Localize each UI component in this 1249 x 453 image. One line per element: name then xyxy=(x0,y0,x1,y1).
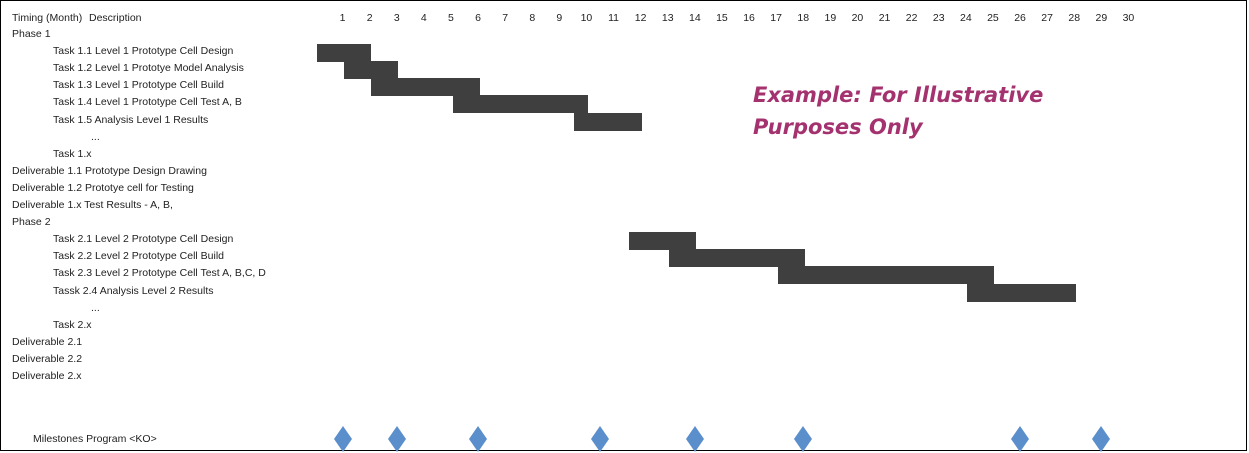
milestone-diamond xyxy=(1011,426,1030,452)
month-tick-label: 1 xyxy=(339,12,346,24)
header-timing-label: Timing (Month) xyxy=(12,12,83,24)
note-line-2: Purposes Only xyxy=(753,115,923,139)
row-label: ... xyxy=(91,130,100,143)
month-tick-label: 13 xyxy=(661,12,674,24)
row-label: Deliverable 2.x xyxy=(12,370,82,382)
row-label: Task 2.x xyxy=(53,318,92,331)
month-tick-label: 30 xyxy=(1122,12,1135,24)
row-label: Deliverable 1.x Test Results - A, B, xyxy=(12,199,173,211)
month-tick-label: 14 xyxy=(689,12,701,24)
month-tick-label: 3 xyxy=(393,12,400,24)
row-label: Phase 1 xyxy=(12,28,51,40)
month-tick-label: 17 xyxy=(770,12,782,24)
month-tick-label: 25 xyxy=(987,12,999,24)
month-tick-label: 26 xyxy=(1014,12,1026,24)
month-tick-label: 27 xyxy=(1041,12,1053,24)
month-tick-label: 11 xyxy=(608,12,619,24)
row-label: ... xyxy=(91,301,100,314)
month-tick-label: 4 xyxy=(420,12,427,24)
milestone-diamond xyxy=(333,426,352,452)
month-tick-label: 29 xyxy=(1095,12,1108,24)
milestone-diamond xyxy=(1092,426,1111,452)
month-tick-label: 18 xyxy=(797,12,810,24)
row-label: Task 1.x xyxy=(53,147,92,160)
milestone-diamond xyxy=(794,426,813,452)
month-tick-label: 6 xyxy=(475,12,481,24)
month-tick-label: 2 xyxy=(366,12,373,24)
task-bar xyxy=(628,232,697,251)
task-bar xyxy=(452,95,588,114)
month-tick-label: 15 xyxy=(716,12,728,24)
month-tick-label: 20 xyxy=(851,12,864,24)
month-tick-label: 7 xyxy=(502,12,509,24)
row-label: Task 2.2 Level 2 Prototype Cell Build xyxy=(53,250,225,263)
month-tick-label: 23 xyxy=(932,12,945,24)
month-tick-label: 21 xyxy=(878,12,891,24)
row-label: Deliverable 2.1 xyxy=(12,335,83,348)
milestone-diamond xyxy=(685,426,704,452)
month-tick-label: 19 xyxy=(824,12,837,24)
row-label: Phase 2 xyxy=(12,216,51,229)
month-tick-label: 10 xyxy=(580,12,593,24)
row-label: Tassk 2.4 Analysis Level 2 Results xyxy=(53,284,214,297)
row-label: Deliverable 2.2 xyxy=(12,352,83,365)
month-tick-label: 24 xyxy=(960,12,972,24)
milestone-diamond xyxy=(591,426,609,452)
task-bar xyxy=(371,78,480,97)
milestone-diamond xyxy=(387,426,406,452)
row-label: Task 2.1 Level 2 Prototype Cell Design xyxy=(53,233,234,246)
row-label: Deliverable 1.1 Prototype Design Drawing xyxy=(12,164,207,177)
month-tick-label: 12 xyxy=(634,12,647,24)
task-bar xyxy=(669,249,805,268)
task-bar xyxy=(777,266,995,285)
task-bar xyxy=(967,283,1076,302)
milestones-label: Milestones Program <KO> xyxy=(33,433,157,445)
milestone-diamond xyxy=(469,426,488,452)
month-tick-label: 28 xyxy=(1068,12,1081,24)
month-tick-label: 9 xyxy=(556,12,563,24)
row-label: Task 1.5 Analysis Level 1 Results xyxy=(53,113,209,126)
month-tick-label: 5 xyxy=(448,12,454,24)
row-label: Task 1.2 Level 1 Prototye Model Analysis xyxy=(53,62,244,75)
month-tick-label: 22 xyxy=(905,12,918,24)
month-tick-label: 16 xyxy=(743,12,755,24)
task-bar xyxy=(344,61,399,80)
row-label: Task 1.3 Level 1 Prototype Cell Build xyxy=(53,79,225,92)
row-label: Task 1.4 Level 1 Prototype Cell Test A, … xyxy=(53,96,242,109)
note-line-1: Example: For Illustrative xyxy=(753,83,1044,107)
header-description-label: Description xyxy=(89,12,142,24)
task-bar xyxy=(574,112,643,131)
month-tick-label: 8 xyxy=(529,12,536,24)
task-bar xyxy=(317,44,372,63)
row-label: Task 1.1 Level 1 Prototype Cell Design xyxy=(53,45,234,58)
row-label: Deliverable 1.2 Prototye cell for Testin… xyxy=(12,181,194,194)
illustrative-note: Example: For Illustrative Purposes Only xyxy=(753,79,1043,143)
row-label: Task 2.3 Level 2 Prototype Cell Test A, … xyxy=(53,267,266,280)
